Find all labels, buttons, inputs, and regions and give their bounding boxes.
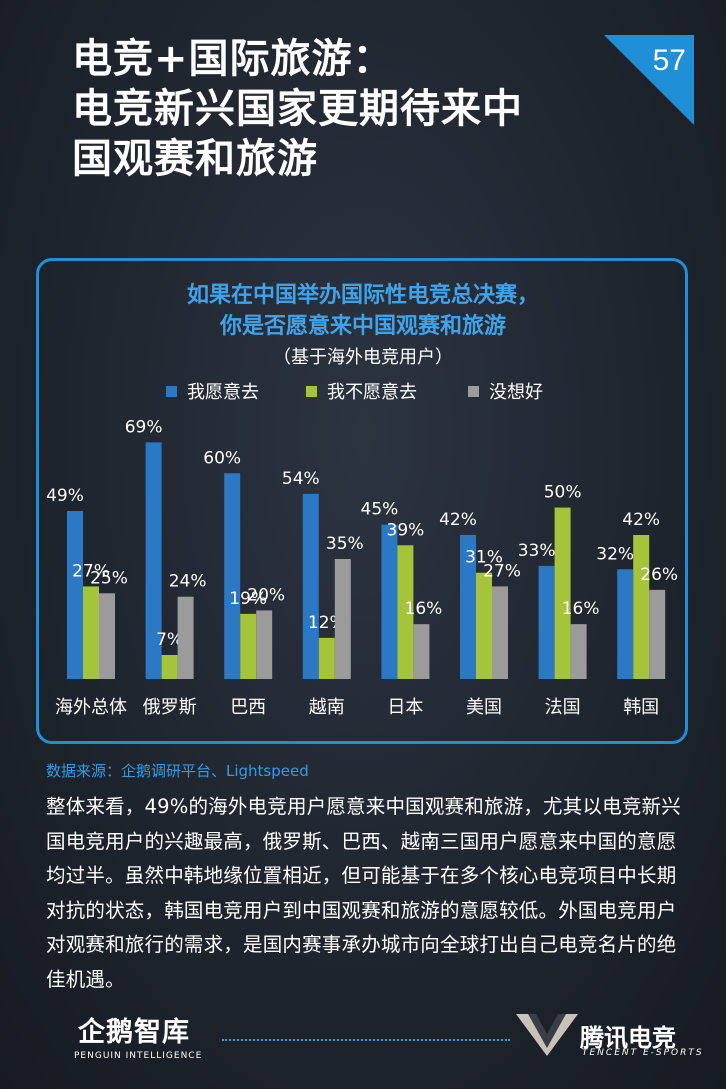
bar-willing-6	[538, 565, 555, 679]
data-label-undecided-7: 26%	[640, 565, 678, 585]
category-label-0: 海外总体	[55, 697, 127, 718]
data-label-unwilling-6: 50%	[544, 483, 582, 503]
bar-willing-1	[145, 442, 162, 679]
body-paragraph: 整体来看，49%的海外电竞用户愿意来中国观赛和旅游，尤其以电竞新兴国电竞用户的兴…	[46, 795, 681, 991]
bar-willing-5	[460, 535, 476, 679]
data-label-willing-3: 54%	[282, 469, 320, 489]
data-label-undecided-2: 20%	[247, 585, 285, 605]
tencent-esports-mark-icon	[516, 1014, 578, 1056]
bar-unwilling-0	[83, 586, 99, 679]
bar-willing-2	[224, 473, 241, 679]
data-label-unwilling-1: 7%	[156, 630, 183, 650]
data-label-unwilling-2: 19%	[229, 589, 267, 609]
bar-undecided-1	[177, 596, 194, 679]
data-label-willing-4: 45%	[361, 500, 399, 520]
tencent-esports-logo: 腾讯电竞 TENCENT E-SPORTS	[516, 1010, 702, 1060]
bar-unwilling-5	[476, 572, 492, 679]
category-label-3: 越南	[309, 697, 345, 718]
bar-unwilling-2	[240, 613, 257, 679]
category-label-7: 韩国	[623, 697, 659, 718]
bar-undecided-3	[334, 559, 351, 679]
bar-undecided-6	[570, 624, 587, 679]
chart-title-line-2: 你是否愿意来中国观赛和旅游	[219, 314, 506, 339]
category-label-2: 巴西	[230, 697, 266, 718]
data-label-undecided-1: 24%	[169, 572, 207, 592]
legend-swatch-unwilling	[306, 385, 317, 397]
data-label-willing-7: 32%	[596, 544, 634, 564]
page-title-line-3: 国观赛和旅游	[72, 136, 318, 182]
category-label-1: 俄罗斯	[143, 697, 197, 718]
data-label-unwilling-5: 31%	[465, 548, 503, 568]
data-label-willing-0: 49%	[46, 486, 84, 506]
legend-item-unwilling: 我不愿意去	[306, 378, 417, 404]
legend-swatch-willing	[166, 385, 177, 397]
bar-undecided-0	[99, 593, 115, 679]
bar-undecided-2	[256, 610, 273, 679]
bar-undecided-4	[413, 624, 430, 679]
data-label-unwilling-4: 39%	[387, 520, 425, 540]
page-title: 电竞+国际旅游： 电竞新兴国家更期待来中 国观赛和旅游	[72, 34, 592, 184]
data-label-undecided-3: 35%	[326, 534, 364, 554]
category-label-5: 美国	[466, 697, 502, 718]
data-label-undecided-4: 16%	[405, 599, 443, 619]
page-title-line-2: 电竞新兴国家更期待来中	[72, 86, 523, 132]
bar-willing-4	[381, 524, 398, 679]
bar-unwilling-4	[397, 545, 414, 679]
bar-undecided-5	[492, 586, 508, 679]
page-number: 57	[652, 44, 686, 77]
penguin-logo-subtext: PENGUIN INTELLIGENCE	[74, 1051, 203, 1061]
bar-undecided-7	[649, 589, 666, 679]
data-label-undecided-5: 27%	[483, 561, 521, 581]
data-label-undecided-6: 16%	[562, 599, 600, 619]
legend-label-undecided: 没想好	[489, 382, 543, 403]
chart-subtitle: （基于海外电竞用户）	[273, 347, 453, 368]
bar-willing-7	[617, 569, 634, 679]
bar-unwilling-1	[161, 655, 178, 679]
legend-label-willing: 我愿意去	[187, 382, 259, 403]
bar-unwilling-6	[554, 507, 571, 679]
page-title-line-1: 电竞+国际旅游：	[72, 36, 394, 82]
bar-unwilling-3	[318, 637, 335, 679]
category-label-6: 法国	[545, 697, 581, 718]
legend-label-unwilling: 我不愿意去	[327, 382, 417, 403]
category-label-4: 日本	[387, 697, 423, 718]
footer-divider	[222, 1039, 510, 1041]
data-label-willing-6: 33%	[518, 541, 556, 561]
chart-frame	[36, 258, 688, 744]
tencent-logo-subtext: TENCENT E-SPORTS	[582, 1048, 704, 1058]
data-label-unwilling-7: 42%	[622, 510, 660, 530]
data-label-unwilling-0: 27%	[72, 561, 110, 581]
bar-willing-0	[67, 511, 83, 679]
data-source: 数据来源：企鹅调研平台、Lightspeed	[46, 762, 309, 780]
legend-item-undecided: 没想好	[468, 378, 543, 404]
data-label-willing-2: 60%	[203, 448, 241, 468]
bar-unwilling-7	[633, 535, 650, 679]
penguin-intelligence-logo: 企鹅智库 PENGUIN INTELLIGENCE	[74, 1010, 203, 1061]
penguin-logo-text: 企鹅智库	[78, 1017, 190, 1048]
tencent-logo-text: 腾讯电竞	[580, 1024, 676, 1052]
data-label-willing-1: 69%	[125, 417, 163, 437]
chart-title-line-1: 如果在中国举办国际性电竞总决赛，	[186, 283, 539, 308]
data-label-willing-5: 42%	[439, 510, 477, 530]
data-label-undecided-0: 25%	[90, 568, 128, 588]
chart-title: 如果在中国举办国际性电竞总决赛， 你是否愿意来中国观赛和旅游	[0, 280, 726, 342]
bar-willing-3	[302, 493, 319, 679]
chart-legend: 我愿意去 我不愿意去 没想好	[0, 378, 726, 404]
legend-item-willing: 我愿意去	[166, 378, 259, 404]
legend-swatch-undecided	[468, 385, 479, 397]
